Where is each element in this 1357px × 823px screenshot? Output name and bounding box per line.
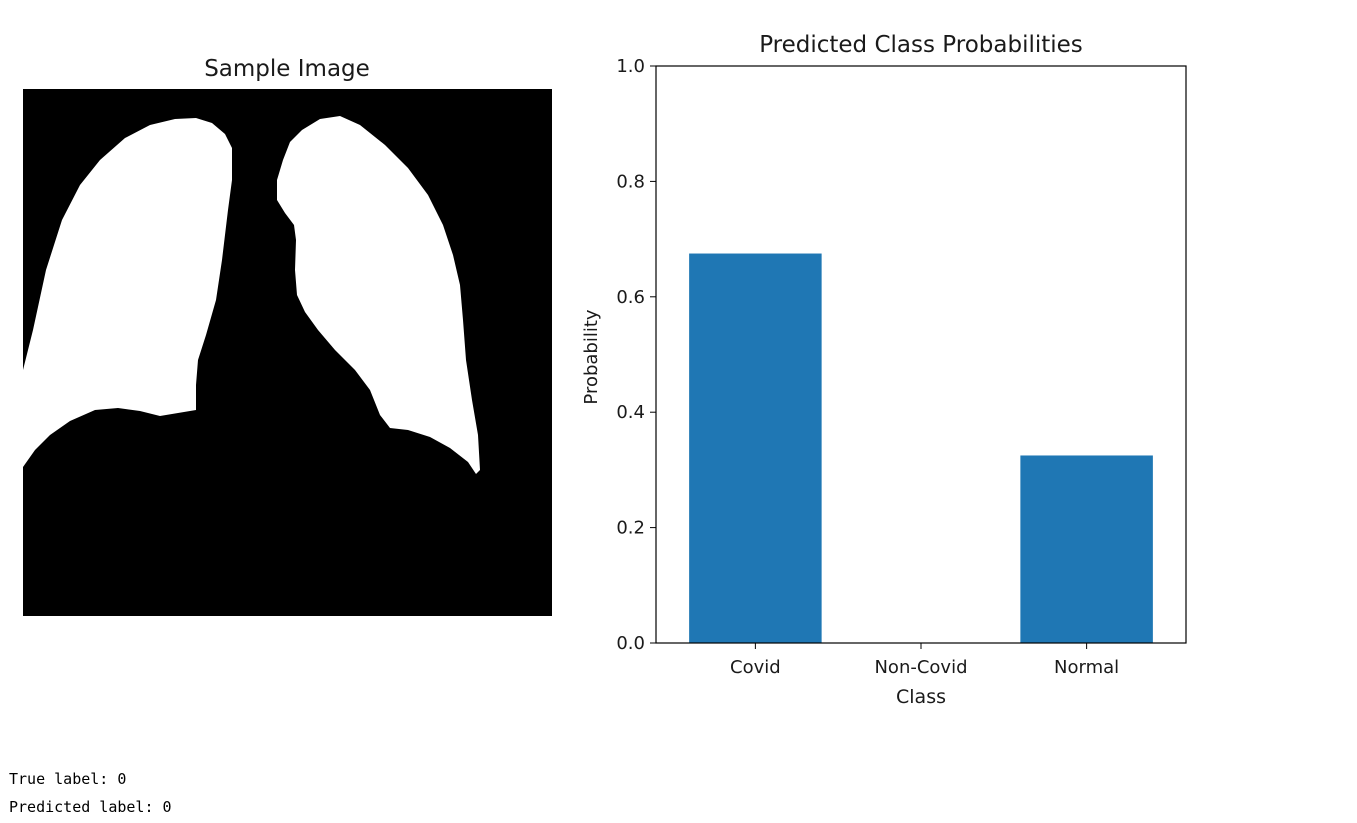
y-tick-label: 0.4 — [616, 402, 645, 423]
true-label-output: True label: 0 — [9, 770, 127, 788]
x-tick-label: Covid — [730, 657, 781, 678]
y-axis-label: Probability — [581, 309, 602, 404]
right-lung-mask — [277, 116, 480, 474]
x-axis-label: Class — [896, 686, 946, 708]
y-tick-label: 1.0 — [616, 56, 645, 77]
plot-frame — [655, 65, 1187, 644]
predicted-label-output: Predicted label: 0 — [9, 798, 172, 816]
y-axis-ticks: 0.0 0.2 0.4 0.6 0.8 1.0 — [616, 56, 656, 654]
y-tick-label: 0.8 — [616, 171, 645, 192]
image-title: Sample Image — [204, 56, 370, 82]
sample-image-panel: Sample Image — [23, 56, 552, 616]
bar-chart: Predicted Class Probabilities Probabilit… — [581, 32, 1187, 708]
x-tick-label: Non-Covid — [874, 657, 967, 678]
bar-covid — [689, 253, 822, 643]
left-lung-mask — [23, 118, 232, 467]
bars — [689, 253, 1153, 643]
chart-title: Predicted Class Probabilities — [759, 32, 1083, 58]
bar-normal — [1020, 455, 1153, 643]
figure: Sample Image Predicted Class Probabiliti… — [23, 32, 1187, 708]
x-tick-label: Normal — [1054, 657, 1119, 678]
x-axis-ticks: Covid Non-Covid Normal — [730, 643, 1119, 678]
y-tick-label: 0.0 — [616, 633, 645, 654]
y-tick-label: 0.6 — [616, 287, 645, 308]
y-tick-label: 0.2 — [616, 518, 645, 539]
